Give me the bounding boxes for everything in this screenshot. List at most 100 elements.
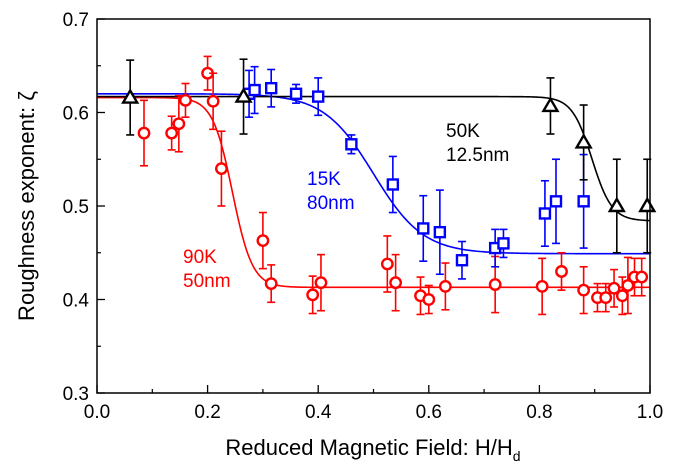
triangle-marker xyxy=(638,196,657,213)
data-point-90k xyxy=(615,276,629,316)
data-point-90k xyxy=(635,257,649,297)
data-point-90k xyxy=(577,265,591,315)
x-axis-title-subscript: d xyxy=(513,448,521,464)
x-axis-title-main: Reduced Magnetic Field: H/H xyxy=(225,435,512,460)
data-point-90k xyxy=(599,282,613,313)
fit-curve-50k xyxy=(97,95,650,222)
data-point-90k xyxy=(389,253,403,312)
square-marker xyxy=(549,195,563,208)
triangle-marker xyxy=(607,196,626,213)
data-point-15k xyxy=(264,68,278,108)
circle-marker xyxy=(599,291,613,305)
fit-curve-15k xyxy=(97,93,650,255)
x-axis-title: Reduced Magnetic Field: H/Hd xyxy=(225,435,520,464)
circle-marker xyxy=(215,162,228,176)
data-point-90k xyxy=(215,130,228,207)
data-point-90k xyxy=(607,268,621,308)
square-marker xyxy=(577,195,590,208)
circle-marker xyxy=(615,289,629,303)
data-point-50k xyxy=(234,58,253,135)
data-point-50k xyxy=(574,104,593,181)
circle-marker xyxy=(165,126,179,140)
data-point-50k xyxy=(607,158,626,254)
data-point-15k xyxy=(386,155,400,214)
plot-frame xyxy=(96,18,651,394)
series-label-50k: 12.5nm xyxy=(446,145,509,166)
data-point-90k xyxy=(306,275,320,315)
circle-marker xyxy=(306,288,320,302)
data-point-90k xyxy=(256,211,270,270)
triangle-marker xyxy=(234,87,253,103)
square-marker xyxy=(289,87,303,101)
data-point-15k xyxy=(455,240,469,280)
series-label-50k: 50K xyxy=(446,121,480,142)
data-point-15k xyxy=(289,83,303,104)
axis-tick-labels: 0.0 0.2 0.4 0.6 0.8 1.0 0.3 0.4 0.5 0.6 0.7 xyxy=(63,10,664,423)
circle-marker xyxy=(389,276,403,290)
x-tick-label: 0.6 xyxy=(416,402,442,423)
square-marker xyxy=(455,254,469,267)
series-label-90k: 90K xyxy=(183,247,217,268)
series-label-15k: 80nm xyxy=(307,193,355,214)
data-point-90k xyxy=(137,99,151,167)
x-tick-label: 0.8 xyxy=(526,402,552,423)
circle-marker xyxy=(488,278,502,291)
square-marker xyxy=(497,237,510,250)
circle-marker xyxy=(577,283,591,297)
circle-marker xyxy=(179,93,192,107)
circle-marker xyxy=(256,234,270,247)
circle-marker xyxy=(607,281,621,295)
y-tick-label: 0.4 xyxy=(63,291,90,312)
x-tick-label: 0.4 xyxy=(305,402,332,423)
y-tick-label: 0.3 xyxy=(63,384,89,405)
circle-marker xyxy=(535,280,549,293)
triangle-marker xyxy=(541,96,560,113)
data-point-90k xyxy=(535,257,549,316)
data-point-50k xyxy=(121,59,140,136)
triangle-marker xyxy=(574,133,593,149)
data-point-15k xyxy=(433,189,447,276)
circle-marker xyxy=(621,279,635,292)
triangle-marker xyxy=(121,88,140,104)
circle-marker xyxy=(438,280,452,293)
data-point-50k xyxy=(638,158,657,254)
circle-marker xyxy=(137,126,151,140)
data-point-15k xyxy=(345,134,358,155)
data-point-90k xyxy=(380,235,394,293)
circle-marker xyxy=(172,117,186,131)
data-point-15k xyxy=(497,228,510,259)
data-point-15k xyxy=(312,77,325,117)
square-marker xyxy=(264,81,278,95)
data-point-15k xyxy=(417,194,430,262)
square-marker xyxy=(386,178,400,191)
square-marker xyxy=(248,83,261,97)
y-tick-label: 0.6 xyxy=(63,104,89,125)
data-point-90k xyxy=(179,82,192,118)
circle-marker xyxy=(555,265,568,278)
y-tick-label: 0.5 xyxy=(63,197,89,218)
circle-marker xyxy=(380,257,394,271)
circle-marker xyxy=(264,277,278,291)
data-point-90k xyxy=(172,94,186,153)
circle-marker xyxy=(422,293,436,306)
data-point-15k xyxy=(248,65,261,115)
axis-ticks xyxy=(96,18,651,394)
data-point-90k xyxy=(555,251,568,291)
data-point-90k xyxy=(438,262,452,311)
square-marker xyxy=(345,138,358,151)
data-point-90k xyxy=(314,253,328,312)
x-tick-label: 0.2 xyxy=(194,402,220,423)
series-label-90k: 50nm xyxy=(183,271,231,292)
data-point-90k xyxy=(206,72,220,131)
data-point-15k xyxy=(549,158,563,245)
square-marker xyxy=(417,222,430,235)
data-point-90k xyxy=(621,256,635,315)
series-labels: 90K 50nm 15K 80nm 50K 12.5nm xyxy=(183,121,509,292)
data-points xyxy=(121,55,657,316)
data-point-90k xyxy=(165,115,179,151)
y-axis-title: Roughness exponent: ζ xyxy=(14,91,39,321)
circle-marker xyxy=(314,276,328,290)
square-marker xyxy=(433,225,447,239)
square-marker xyxy=(312,90,325,103)
